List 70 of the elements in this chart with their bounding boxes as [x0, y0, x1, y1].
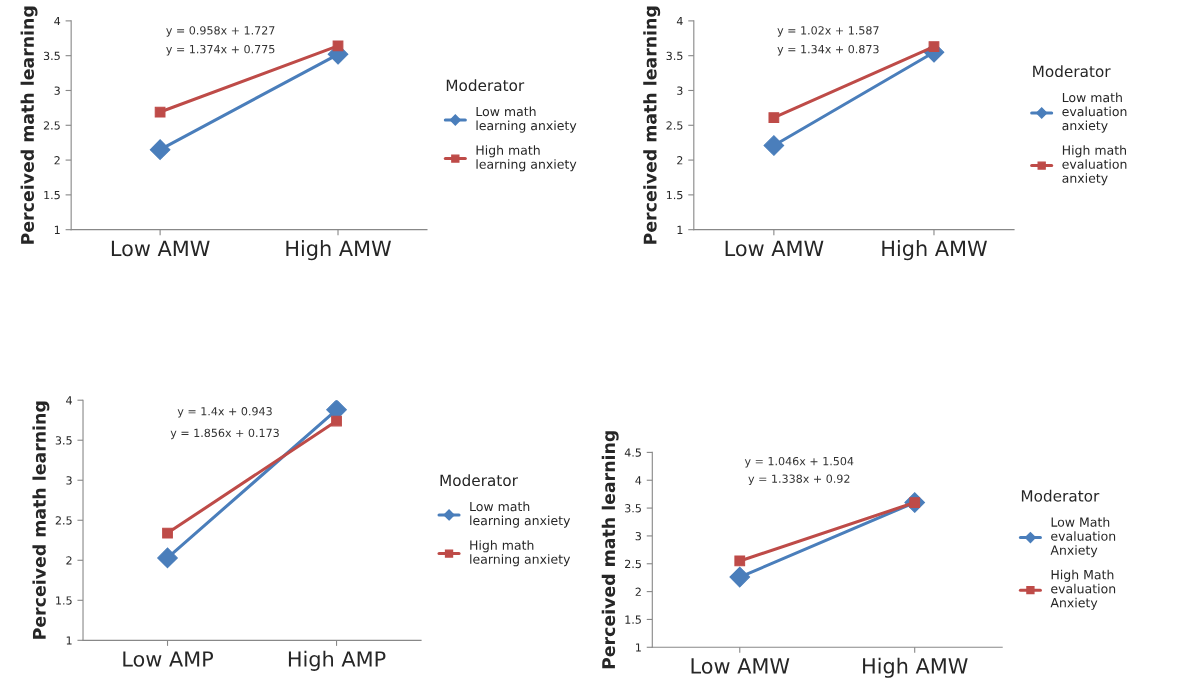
y-tick-label: 2.5 [666, 121, 683, 130]
y-tick-label: 3.5 [55, 436, 72, 445]
x-tick-label: High AMW [863, 657, 968, 678]
legend-label: High math learning anxiety [476, 145, 577, 172]
y-tick-label: 1 [66, 636, 72, 645]
annotation: y = 1.02x + 1.587 [777, 26, 879, 37]
legend-label: High math evaluation anxiety [1062, 145, 1127, 186]
legend-title: Moderator [446, 79, 525, 92]
y-tick-label: 4 [54, 17, 61, 26]
y-tick-label: 4 [676, 17, 683, 26]
y-tick-label: 1.5 [44, 191, 60, 200]
annotation: y = 1.046x + 1.504 [744, 456, 854, 468]
point [763, 135, 785, 156]
y-tick-label: 1.5 [56, 596, 72, 605]
y-tick-label: 3 [677, 86, 683, 95]
legend-label: Low math learning anxiety [470, 501, 571, 528]
x-tick-label: Low AMW [111, 240, 210, 257]
x-tick-label: High AMW [286, 240, 391, 261]
annotation: y = 0.958x + 1.727 [166, 26, 275, 37]
annotation: y = 1.34x + 0.873 [777, 44, 879, 56]
legend-label: Low Math evaluation Anxiety [1050, 517, 1116, 558]
x-tick-label: High AMW [882, 240, 987, 261]
y-tick-label: 3.5 [625, 504, 641, 513]
y-tick-label: 1 [54, 225, 60, 234]
legend-label: High math learning anxiety [470, 540, 571, 567]
y-tick-label: 1 [636, 643, 641, 652]
annotation: y = 1.856x + 0.173 [170, 428, 279, 440]
y-tick-label: 4 [66, 396, 72, 405]
y-tick-label: 3.5 [43, 51, 60, 61]
point [729, 566, 751, 588]
y-tick-label: 4 [635, 476, 642, 485]
y-tick-label: 3 [635, 531, 641, 541]
y-tick-label: 4.5 [624, 448, 641, 457]
y-tick-label: 3 [66, 476, 72, 485]
legend-label: Low math learning anxiety [476, 106, 577, 133]
y-tick-label: 1 [677, 225, 683, 234]
y-tick-label: 3 [54, 86, 60, 95]
y-tick-label: 1.5 [625, 615, 641, 624]
y-tick-label: 2.5 [43, 121, 60, 130]
y-axis-title: Perceived math learning [601, 431, 619, 669]
legend-title: Moderator [440, 474, 518, 487]
legend-title: Moderator [1021, 489, 1100, 502]
annotation: y = 1.338x + 0.92 [748, 474, 850, 486]
y-tick-label: 2.5 [625, 559, 641, 569]
y-tick-label: 2.5 [55, 516, 72, 525]
point [157, 547, 178, 569]
y-tick-label: 1.5 [666, 191, 683, 200]
legend-label: Low math evaluation anxiety [1062, 92, 1127, 133]
x-tick-label: Low AMW [691, 658, 790, 674]
y-tick-label: 3.5 [666, 51, 683, 61]
point [734, 555, 746, 567]
point [149, 139, 171, 160]
point [162, 527, 173, 539]
x-tick-label: Low AMW [725, 240, 824, 257]
annotation: y = 1.4x + 0.943 [177, 407, 272, 418]
y-tick-label: 2 [677, 156, 683, 165]
legend-title: Moderator [1033, 65, 1111, 78]
annotation: y = 1.374x + 0.775 [166, 44, 275, 56]
point [928, 41, 940, 53]
y-axis-title: Perceived math learning [20, 6, 38, 244]
y-axis-title: Perceived math learning [643, 6, 661, 244]
legend-label: High Math evaluation Anxiety [1050, 569, 1116, 610]
y-tick-label: 2 [635, 587, 641, 596]
y-tick-label: 2 [54, 156, 60, 165]
x-tick-label: High AMP [288, 650, 386, 671]
y-tick-label: 2 [66, 556, 72, 565]
x-tick-label: Low AMP [123, 651, 214, 667]
y-axis-title: Perceived math learning [32, 401, 50, 639]
point [331, 415, 342, 427]
point [768, 112, 780, 124]
